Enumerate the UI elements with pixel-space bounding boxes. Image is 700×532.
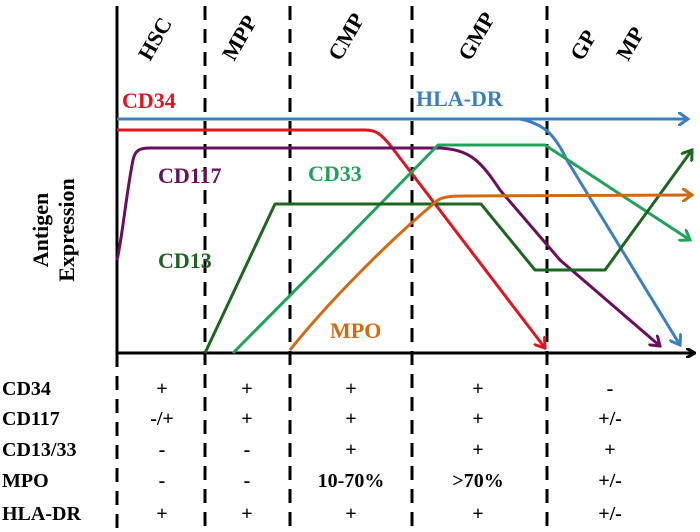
stage-label-gmp: GMP	[453, 8, 500, 65]
stage-label-mpp: MPP	[217, 11, 262, 65]
cell: 10-70%	[318, 470, 385, 492]
curve-cd34	[117, 128, 545, 348]
curve-hladr-branch	[519, 117, 680, 345]
label-hladr: HLA-DR	[416, 86, 504, 111]
table-row: HLA-DR + + + + +/-	[2, 503, 622, 525]
label-cd13: CD13	[158, 248, 212, 273]
cell: +	[345, 378, 356, 400]
cell: -	[159, 439, 166, 461]
curve-cd13	[203, 150, 692, 354]
row-label-mpo: MPO	[2, 470, 49, 492]
cell: -	[607, 378, 614, 400]
curve-cd33	[231, 143, 690, 355]
stage-label-cmp: CMP	[323, 9, 370, 65]
row-label-cd117: CD117	[2, 408, 60, 430]
curve-cd117	[115, 146, 660, 346]
cell: +/-	[598, 503, 622, 525]
table-row: CD117 -/+ + + + +/-	[2, 408, 622, 430]
y-axis-title-line2: Expression	[54, 178, 79, 282]
row-label-cd34: CD34	[2, 378, 51, 400]
cell: +/-	[598, 470, 622, 492]
label-cd34: CD34	[122, 88, 176, 113]
table-row: MPO - - 10-70% >70% +/-	[2, 470, 622, 492]
cell: -/+	[150, 408, 174, 430]
cell: +	[604, 439, 615, 461]
cell: -	[244, 439, 251, 461]
row-label-cd13-33: CD13/33	[2, 439, 76, 461]
stage-labels: HSC MPP CMP GMP GP MP	[133, 8, 650, 65]
table-row: CD34 + + + + -	[2, 378, 613, 400]
cell: +	[345, 439, 356, 461]
y-axis-title: Antigen Expression	[28, 178, 79, 282]
cell: +	[156, 503, 167, 525]
cell: +	[156, 378, 167, 400]
stage-label-mp: MP	[611, 22, 650, 64]
cell: +	[345, 503, 356, 525]
cell: +	[241, 503, 252, 525]
expression-table: CD34 + + + + - CD117 -/+ + + + +/- CD13/…	[2, 378, 622, 525]
table-row: CD13/33 - - + + +	[2, 439, 616, 461]
cell: +	[345, 408, 356, 430]
cell: +	[472, 378, 483, 400]
label-cd117: CD117	[158, 163, 222, 188]
cell: >70%	[452, 470, 503, 492]
cell: -	[244, 470, 251, 492]
stage-label-hsc: HSC	[133, 13, 177, 65]
y-axis-title-line1: Antigen	[28, 193, 53, 268]
stage-dividers	[203, 6, 549, 532]
cell: +	[472, 408, 483, 430]
curve-labels: CD34 HLA-DR CD117 CD33 CD13 MPO	[122, 86, 504, 343]
label-cd33: CD33	[308, 161, 362, 186]
cell: +/-	[598, 408, 622, 430]
label-mpo: MPO	[330, 318, 381, 343]
row-label-hladr: HLA-DR	[2, 503, 81, 525]
stage-label-gp: GP	[565, 26, 602, 65]
expression-curves	[115, 117, 692, 355]
cell: -	[159, 470, 166, 492]
cell: +	[241, 378, 252, 400]
cell: +	[241, 408, 252, 430]
curve-mpo	[288, 195, 692, 351]
cell: +	[472, 439, 483, 461]
cell: +	[472, 503, 483, 525]
